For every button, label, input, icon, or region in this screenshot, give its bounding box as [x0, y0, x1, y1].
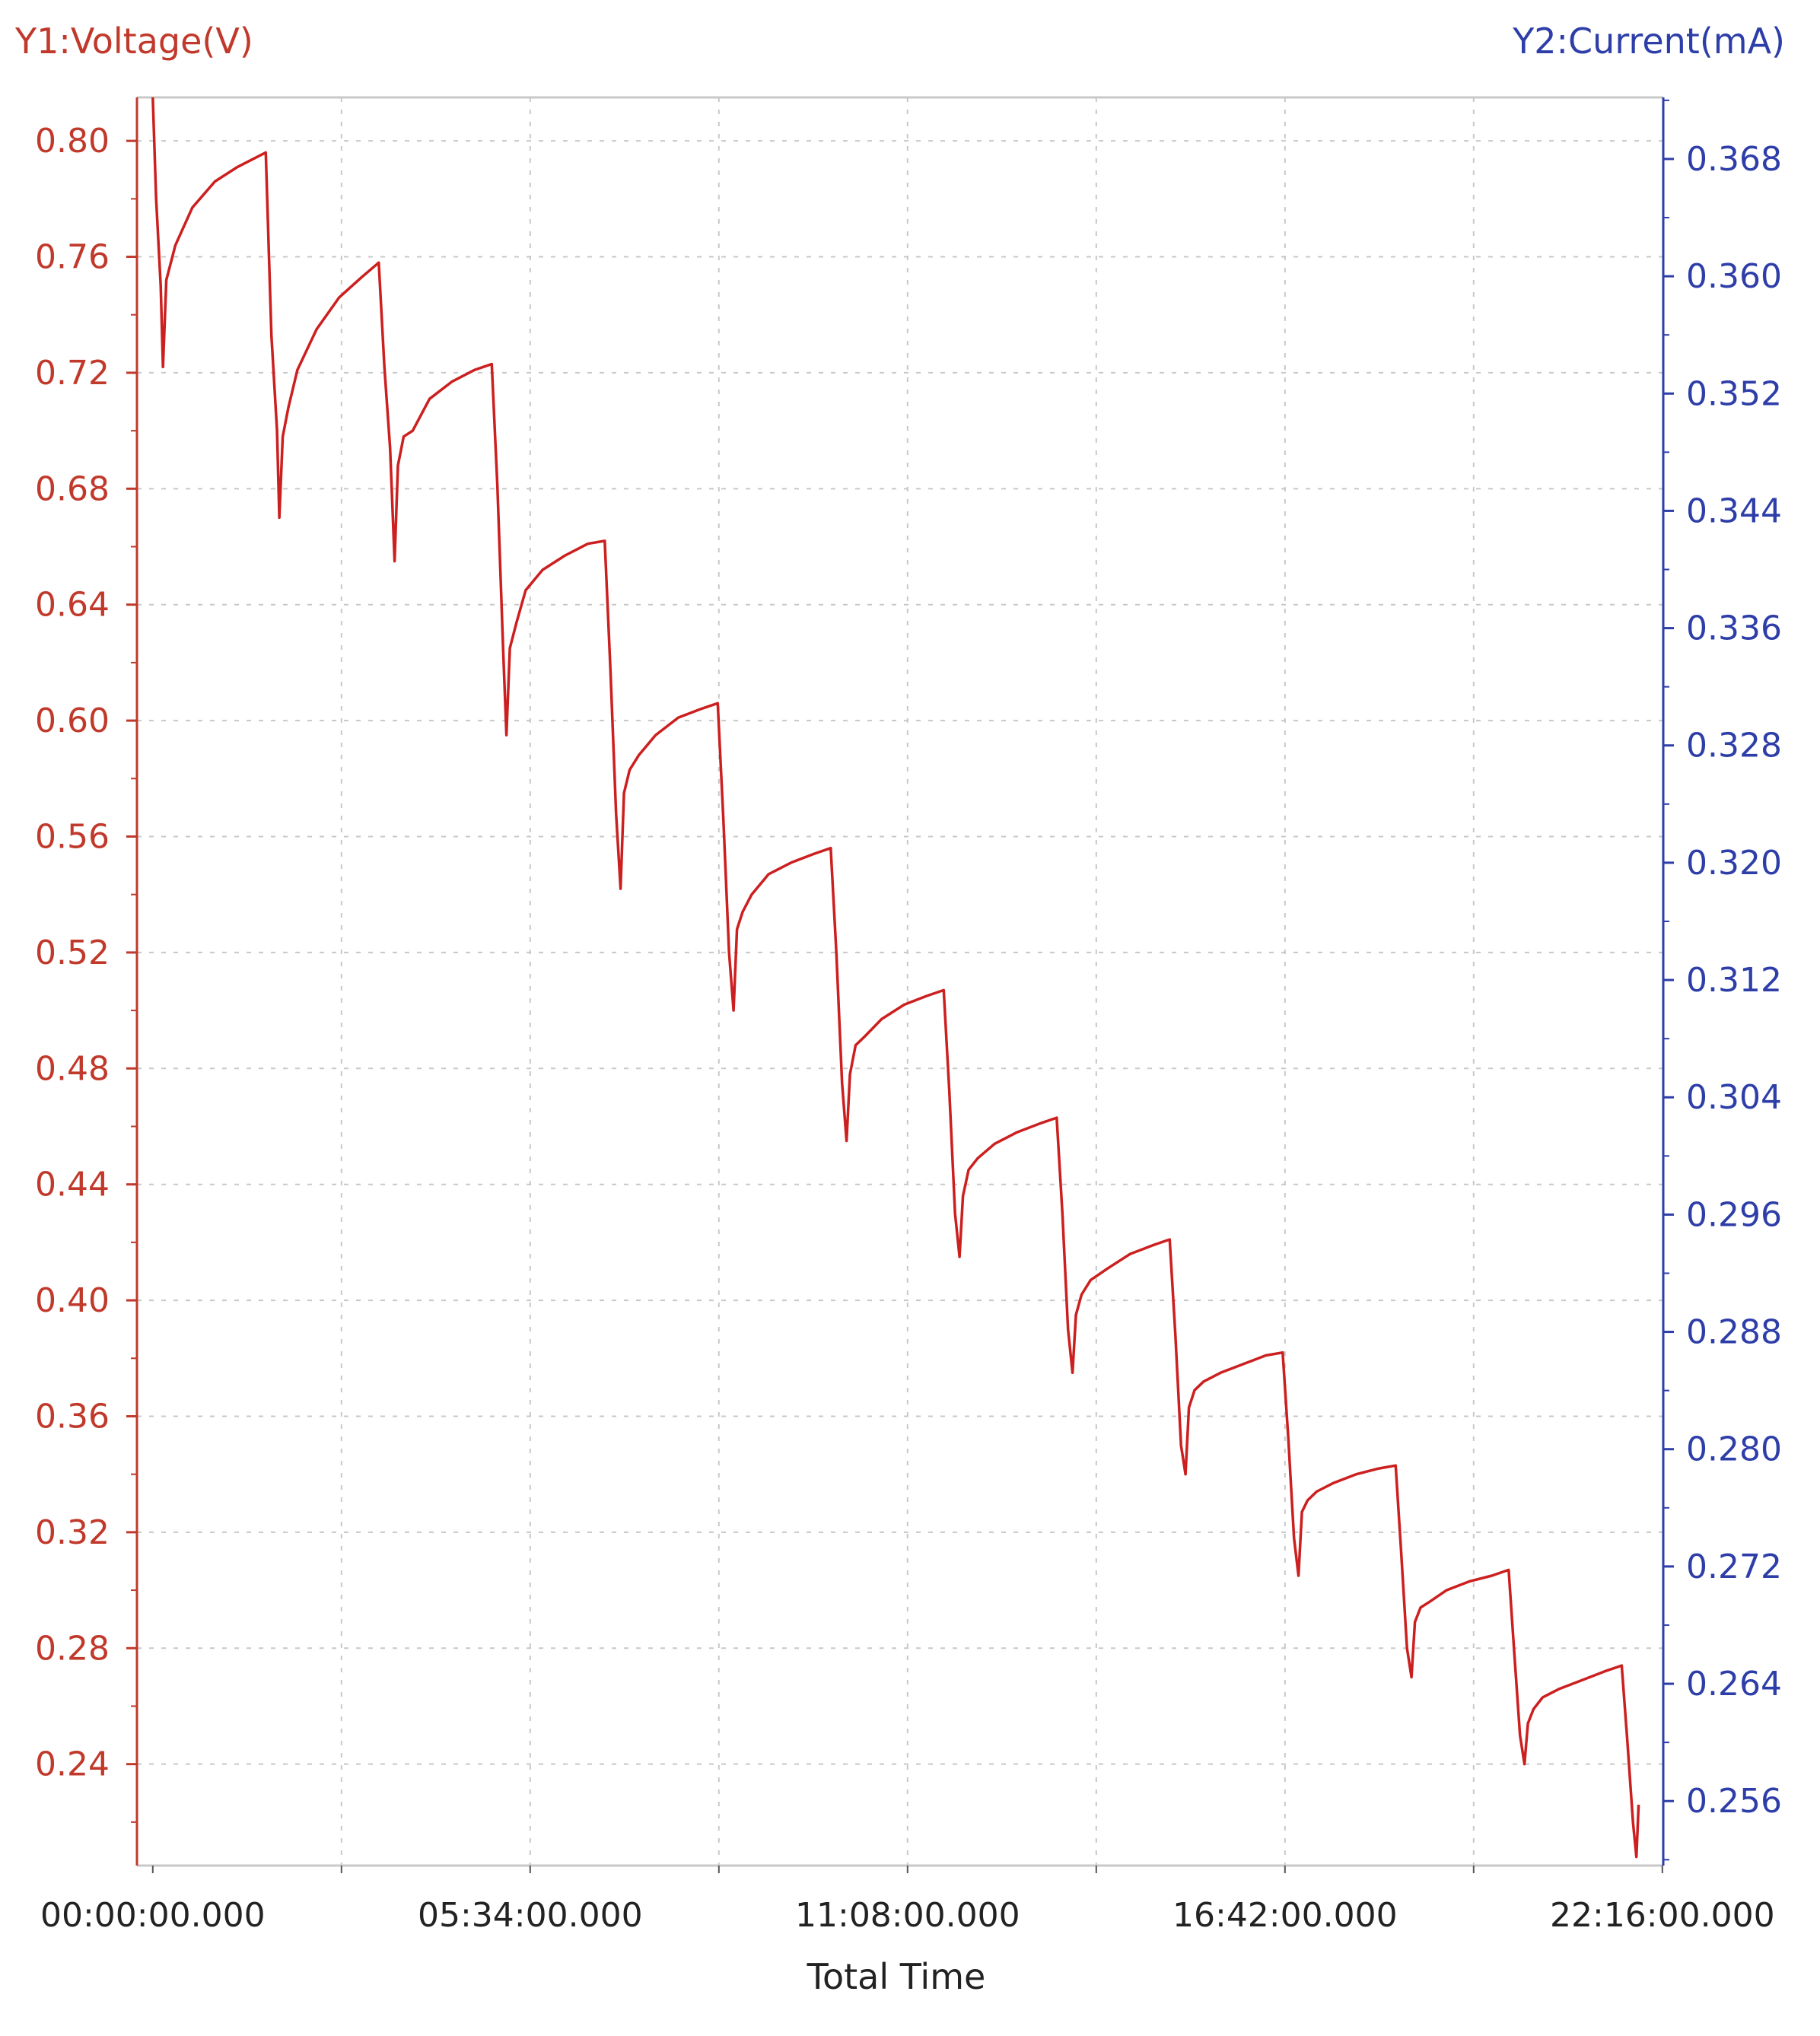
y1-axis-title: Y1:Voltage(V)	[14, 21, 253, 62]
y1-tick-label: 0.48	[35, 1049, 110, 1088]
y2-tick-label: 0.288	[1686, 1313, 1782, 1352]
y2-tick-label: 0.344	[1686, 492, 1782, 530]
y2-tick-label: 0.256	[1686, 1782, 1782, 1821]
y1-tick-label: 0.72	[35, 354, 110, 393]
y1-tick-label: 0.36	[35, 1397, 110, 1436]
y1-tick-label: 0.24	[35, 1745, 110, 1784]
x-axis-title: Total Time	[807, 1956, 986, 1997]
y1-tick-label: 0.80	[35, 122, 110, 161]
y2-tick-label: 0.280	[1686, 1430, 1782, 1469]
x-tick-label: 00:00:00.000	[40, 1896, 266, 1935]
y1-tick-label: 0.44	[35, 1166, 110, 1204]
voltage-series-line	[151, 97, 1640, 1859]
axes	[126, 96, 1674, 1873]
y2-tick-label: 0.320	[1686, 844, 1782, 883]
y1-tick-label: 0.52	[35, 934, 110, 972]
y1-tick-label: 0.68	[35, 469, 110, 508]
y2-tick-label: 0.352	[1686, 374, 1782, 413]
grid	[137, 97, 1663, 1866]
y1-tick-label: 0.76	[35, 238, 110, 277]
y1-tick-label: 0.40	[35, 1281, 110, 1320]
series-layer	[151, 97, 1640, 1859]
y2-tick-label: 0.328	[1686, 727, 1782, 765]
y2-tick-label: 0.304	[1686, 1078, 1782, 1117]
y1-tick-label: 0.56	[35, 818, 110, 857]
y2-tick-label: 0.368	[1686, 140, 1782, 179]
y2-tick-label: 0.296	[1686, 1195, 1782, 1234]
y2-tick-label: 0.264	[1686, 1665, 1782, 1704]
y1-tick-label: 0.64	[35, 586, 110, 625]
y2-tick-label: 0.336	[1686, 609, 1782, 648]
y2-tick-label: 0.360	[1686, 257, 1782, 296]
y1-tick-label: 0.28	[35, 1629, 110, 1668]
x-tick-label: 05:34:00.000	[418, 1896, 643, 1935]
y1-tick-label: 0.32	[35, 1513, 110, 1552]
y1-tick-label: 0.60	[35, 701, 110, 740]
x-tick-label: 22:16:00.000	[1550, 1896, 1775, 1935]
x-tick-label: 11:08:00.000	[795, 1896, 1020, 1935]
labels: Y1:Voltage(V) Y2:Current(mA) Total Time …	[14, 21, 1785, 1997]
y2-axis-title: Y2:Current(mA)	[1512, 21, 1785, 62]
y2-tick-label: 0.272	[1686, 1548, 1782, 1586]
x-tick-label: 16:42:00.000	[1172, 1896, 1398, 1935]
y2-tick-label: 0.312	[1686, 961, 1782, 1000]
